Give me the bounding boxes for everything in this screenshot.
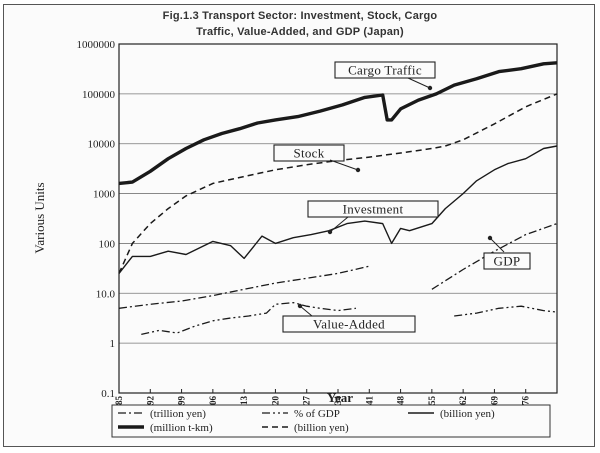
annotation-arrow-4 bbox=[299, 305, 313, 317]
y-axis-label: Various Units bbox=[32, 182, 47, 253]
annotation-label-2: Investment bbox=[343, 202, 404, 217]
annotation-box-0 bbox=[334, 61, 436, 79]
x-axis-label: Year bbox=[327, 390, 353, 405]
series-line-0 bbox=[118, 61, 558, 186]
y-tick-label: 10000 bbox=[88, 139, 116, 151]
grid-lines bbox=[119, 43, 557, 394]
legend-box bbox=[111, 404, 551, 438]
annotation-arrow-3 bbox=[489, 237, 505, 253]
annotation-arrowhead-2 bbox=[327, 229, 333, 235]
series-lines bbox=[118, 61, 558, 336]
y-tick-label: 1000 bbox=[93, 189, 116, 201]
annotation-label-4: Value-Added bbox=[313, 317, 385, 332]
annotation-arrow-2 bbox=[329, 216, 349, 233]
y-tick-label: 1000000 bbox=[77, 39, 116, 51]
legend-label-3: (million t-km) bbox=[150, 422, 213, 434]
annotation-label-1: Stock bbox=[293, 146, 324, 161]
chart-subtitle: Traffic, Value-Added, and GDP (Japan) bbox=[196, 26, 404, 38]
annotation-box-3 bbox=[483, 252, 531, 270]
annotation-arrow-1 bbox=[329, 159, 359, 171]
annotation-label-3: GDP bbox=[494, 254, 521, 269]
y-axis-ticks: 1000000 100000 10000 1000 100 10.0 1 0.1 bbox=[77, 39, 116, 400]
y-tick-label: 100 bbox=[99, 238, 116, 250]
chart-title: Fig.1.3 Transport Sector: Investment, St… bbox=[162, 10, 438, 22]
annotation-arrowhead-0 bbox=[427, 85, 433, 91]
legend-label-4: (billion yen) bbox=[294, 422, 349, 434]
legend: (trillion yen) % of GDP (billion yen) (mill… bbox=[111, 404, 551, 438]
legend-label-0: (trillion yen) bbox=[150, 408, 206, 420]
annotation-box-4 bbox=[282, 315, 416, 333]
y-tick-label: 1 bbox=[110, 338, 116, 350]
annotation-arrowhead-4 bbox=[297, 303, 303, 309]
legend-label-2: (billion yen) bbox=[440, 408, 495, 420]
legend-label-1: % of GDP bbox=[294, 408, 340, 420]
annotation-arrow-0 bbox=[407, 77, 431, 89]
annotation-arrowhead-3 bbox=[487, 235, 493, 241]
y-tick-label: 10.0 bbox=[96, 288, 116, 300]
series-line-4 bbox=[141, 301, 558, 336]
series-line-1 bbox=[118, 93, 558, 274]
annotation-box-2 bbox=[307, 200, 439, 218]
figure-frame bbox=[3, 4, 595, 447]
y-tick-label: 0.1 bbox=[101, 388, 115, 400]
annotation-box-1 bbox=[273, 144, 345, 162]
plot-area bbox=[118, 43, 558, 394]
series-line-3 bbox=[118, 222, 558, 309]
series-line-2 bbox=[118, 145, 558, 274]
y-tick-label: 100000 bbox=[82, 89, 116, 101]
annotation-arrowhead-1 bbox=[355, 167, 361, 173]
annotations: Cargo Traffic Stock Investment GDP Value-Add… bbox=[273, 61, 531, 333]
annotation-label-0: Cargo Traffic bbox=[348, 63, 422, 78]
